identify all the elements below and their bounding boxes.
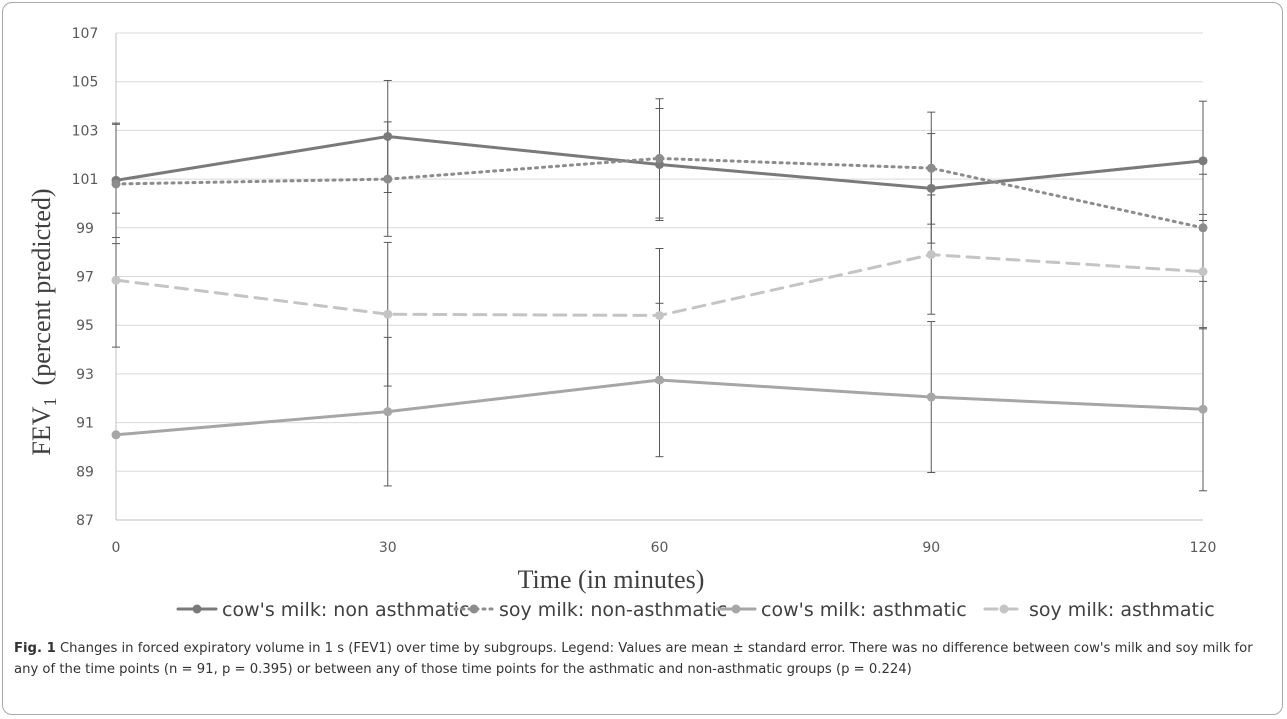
y-tick-87: 87 [76,513,94,529]
data-point-soy-milk-asthmatic-120 [1198,267,1208,277]
gridlines [115,32,1203,521]
legend-item-cow-s-milk-asthmatic: cow's milk: asthmatic [715,599,967,621]
series-points [111,131,1208,440]
legend: cow's milk: non asthmatic soy milk: non-a… [176,599,1215,621]
x-tick-60: 60 [651,540,669,556]
data-point-soy-milk-non-asthmatic-30 [383,174,393,184]
data-point-soy-milk-non-asthmatic-90 [926,163,936,173]
y-tick-95: 95 [76,318,94,334]
data-point-soy-milk-asthmatic-30 [383,309,393,319]
data-point-soy-milk-asthmatic-90 [926,250,936,260]
data-point-cow-s-milk-non-asthmatic-90 [926,183,936,193]
caption-label: Fig. 1 [14,641,56,656]
data-point-soy-milk-asthmatic-60 [655,310,664,320]
data-point-cow-s-milk-asthmatic-30 [383,407,393,417]
legend-swatch-marker [469,604,479,614]
legend-label: cow's milk: asthmatic [761,599,967,621]
legend-label: soy milk: asthmatic [1029,599,1215,621]
data-point-cow-s-milk-asthmatic-60 [655,375,664,385]
y-tick-labels: 87 89 91 93 95 97 99 101 103 105 107 [72,26,99,529]
y-tick-105: 105 [72,75,99,91]
y-tick-99: 99 [76,221,94,237]
x-tick-30: 30 [379,540,397,556]
legend-swatch-marker [192,604,202,614]
data-point-soy-milk-asthmatic-0 [111,275,121,285]
data-point-cow-s-milk-non-asthmatic-30 [383,131,393,141]
series-line-soy-milk-non-asthmatic [114,156,1205,230]
data-point-soy-milk-non-asthmatic-60 [655,153,664,163]
fev1-line-chart: 87 89 91 93 95 97 99 101 103 105 107 0 30 60 90 120 FE… [27,26,1217,621]
y-tick-89: 89 [76,464,94,480]
y-tick-107: 107 [72,26,99,42]
error-bars [112,79,1207,492]
legend-item-soy-milk-asthmatic: soy milk: asthmatic [983,599,1215,621]
x-tick-90: 90 [922,540,940,556]
legend-item-soy-milk-non-asthmatic: soy milk: non-asthmatic [453,599,727,621]
data-point-cow-s-milk-asthmatic-0 [111,430,121,440]
data-point-soy-milk-non-asthmatic-0 [111,179,121,189]
y-tick-91: 91 [76,416,94,432]
data-point-cow-s-milk-asthmatic-120 [1198,404,1208,414]
data-point-cow-s-milk-asthmatic-90 [926,392,936,402]
legend-label: cow's milk: non asthmatic [222,599,469,621]
y-tick-103: 103 [72,123,99,139]
y-tick-101: 101 [72,172,99,188]
caption-text: Changes in forced expiratory volume in 1… [14,641,1253,677]
x-tick-0: 0 [112,540,121,556]
y-tick-97: 97 [76,270,94,286]
figure-caption: Fig. 1 Changes in forced expiratory volu… [14,638,1264,680]
x-tick-120: 120 [1190,540,1217,556]
y-axis-title: FEV1(percent predicted) [27,188,60,455]
y-tick-93: 93 [76,367,94,383]
legend-swatch-marker [999,604,1009,614]
legend-label: soy milk: non-asthmatic [499,599,727,621]
x-axis-title: Time (in minutes) [518,565,705,594]
x-tick-labels: 0 30 60 90 120 [112,540,1217,556]
data-point-soy-milk-non-asthmatic-120 [1198,223,1208,233]
legend-item-cow-s-milk-non-asthmatic: cow's milk: non asthmatic [176,599,469,621]
data-point-cow-s-milk-non-asthmatic-120 [1198,156,1208,166]
legend-swatch-marker [731,604,741,614]
